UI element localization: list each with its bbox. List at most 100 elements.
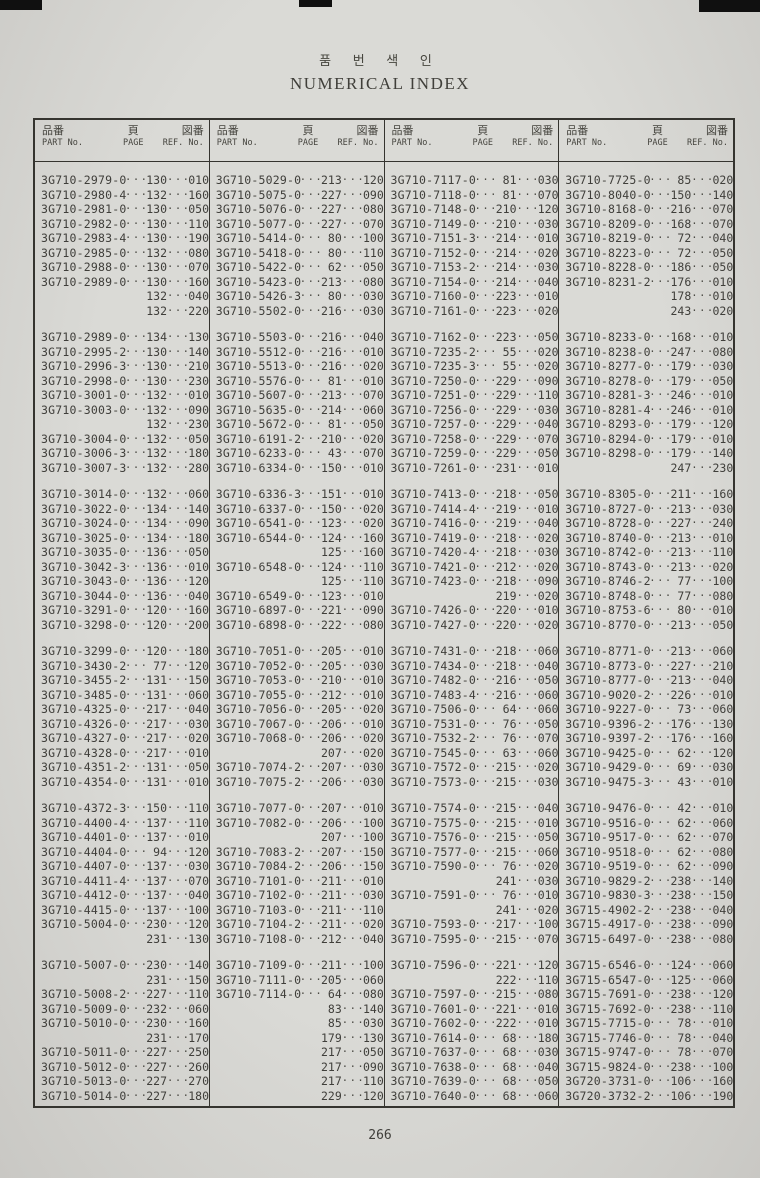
page-value: 212 xyxy=(320,687,342,702)
leader-dots: ··· xyxy=(167,203,191,215)
ref-value: 060 xyxy=(537,702,559,716)
leader-dots: ··· xyxy=(299,174,324,186)
part-number: 3G710-7637-0 xyxy=(390,1045,476,1059)
part-number xyxy=(391,589,475,604)
index-row: 3G710-3299-0 ··· 120 ··· 180 xyxy=(41,644,209,659)
leader-dots: ··· xyxy=(474,761,498,773)
page-value: 78 xyxy=(677,1045,692,1059)
ref-value: 140 xyxy=(712,446,734,460)
leader-dots: ··· xyxy=(299,517,324,529)
leader-dots: ··· xyxy=(516,403,540,416)
page-value: 205 xyxy=(320,644,342,658)
leader-dots: ··· xyxy=(516,674,540,686)
index-row: 3G710-8219-0 ··· 72 ··· 040 xyxy=(565,231,733,246)
page-value: 223 xyxy=(495,289,517,303)
part-number: 3G710-9227-0 xyxy=(565,702,651,716)
ref-value: 010 xyxy=(712,687,734,702)
leader-dots: ··· xyxy=(167,447,191,459)
ref-value: 030 xyxy=(362,289,384,303)
part-number: 3G710-2989-0 xyxy=(41,330,127,344)
part-number: 3G710-5029-0 xyxy=(215,173,302,187)
part-number xyxy=(216,746,300,761)
index-row: 3G710-6233-0 ··· 43 ··· 070 xyxy=(216,446,384,461)
ref-value: 160 xyxy=(188,274,209,289)
page-value: 211 xyxy=(320,958,342,972)
index-row: 3G710-7056-0 ··· 205 ··· 020 xyxy=(216,702,384,717)
index-row: 3G710-7118-0 ··· 81 ··· 070 xyxy=(391,188,559,203)
leader-dots: ··· xyxy=(474,461,498,474)
index-row: 3G710-8294-0 ··· 179 ··· 010 xyxy=(565,432,733,447)
part-number: 3G710-7235-2 xyxy=(390,344,476,359)
leader-dots: ··· xyxy=(341,203,366,215)
ref-value: 040 xyxy=(188,588,209,603)
leader-dots: ··· xyxy=(341,746,366,759)
page-value: 210 xyxy=(320,673,342,687)
page-value: 238 xyxy=(670,1001,692,1016)
ref-value: 170 xyxy=(188,1030,209,1045)
leader-dots xyxy=(475,589,492,604)
ref-value: 110 xyxy=(362,902,384,917)
index-row: 3G710-5014-0 ··· 227 ··· 180 xyxy=(41,1089,209,1104)
ref-value: 100 xyxy=(537,917,559,931)
index-row: 3G710-5010-0 ··· 230 ··· 160 xyxy=(41,1016,209,1031)
part-number: 3G710-5672-0 xyxy=(215,417,302,431)
index-row: 3G710-6548-0 ··· 124 ··· 110 xyxy=(216,560,384,575)
leader-dots: ··· xyxy=(341,959,366,971)
ref-value: 150 xyxy=(188,972,209,987)
ref-value: 070 xyxy=(188,873,209,888)
index-row: 3G710-9829-2 ··· 238 ··· 140 xyxy=(565,874,733,889)
page-value: 214 xyxy=(495,245,517,260)
page-value: 217 xyxy=(320,1059,342,1074)
page-value: 132 xyxy=(146,187,167,202)
leader-dots: ··· xyxy=(299,331,324,343)
index-row: 83 ··· 140 xyxy=(216,1002,384,1017)
index-row: 3G710-7640-0 ··· 68 ··· 060 xyxy=(391,1089,559,1104)
index-block: 3G710-4372-3 ··· 150 ··· 110 3G710-4400-4 ··· 1… xyxy=(41,801,209,946)
index-row: 3G710-7258-0 ··· 229 ··· 070 xyxy=(391,431,559,447)
ref-value: 050 xyxy=(712,260,734,274)
leader-dots: ··· xyxy=(167,331,191,343)
part-number: 3G710-7151-3 xyxy=(390,231,476,245)
page-value: 215 xyxy=(495,987,517,1001)
ref-value: 010 xyxy=(712,1016,734,1030)
index-row: 3G710-6544-0 ··· 124 ··· 160 xyxy=(216,531,384,546)
leader-dots: ··· xyxy=(341,447,366,459)
header-page-en: PAGE xyxy=(297,138,319,148)
leader-dots: ··· xyxy=(516,688,540,701)
leader-dots: ··· xyxy=(125,732,149,744)
page-value: 68 xyxy=(502,1045,517,1059)
page-value: 214 xyxy=(495,231,517,245)
leader-dots: ··· xyxy=(649,331,673,343)
ref-value: 080 xyxy=(362,617,384,632)
index-row: 3G710-7413-0 ··· 218 ··· 050 xyxy=(391,487,559,502)
ref-value: 160 xyxy=(188,603,209,617)
ref-value: 180 xyxy=(188,644,209,658)
leader-dots: ··· xyxy=(299,802,324,814)
part-number: 3G710-2980-4 xyxy=(41,187,127,202)
ref-value: 160 xyxy=(712,731,734,745)
leader-dots: ··· xyxy=(341,874,366,887)
page-value: 215 xyxy=(495,815,517,830)
index-row: 3G710-8727-0 ··· 213 ··· 030 xyxy=(565,502,733,517)
leader-dots: ··· xyxy=(691,1075,715,1087)
page-value: 132 xyxy=(146,289,167,303)
page-value: 132 xyxy=(146,417,167,431)
part-number: 3G710-3022-0 xyxy=(41,501,127,516)
part-number: 3G715-4917-0 xyxy=(565,917,651,931)
ref-value: 040 xyxy=(712,1030,734,1045)
page-value: 213 xyxy=(670,545,692,559)
page-value: 229 xyxy=(495,431,517,446)
leader-dots: ··· xyxy=(691,1089,715,1102)
index-row: 3G710-4325-0 ··· 217 ··· 040 xyxy=(41,702,209,717)
ref-value: 080 xyxy=(362,987,384,1001)
ref-value: 120 xyxy=(712,987,734,1001)
part-number: 3G710-2983-4 xyxy=(41,231,127,245)
part-number: 3G710-8277-0 xyxy=(565,359,651,373)
index-row: 3G710-8293-0 ··· 179 ··· 120 xyxy=(565,417,733,432)
part-number: 3G710-7152-0 xyxy=(390,245,476,260)
ref-value: 020 xyxy=(362,359,384,373)
index-row: 3G710-7574-0 ··· 215 ··· 040 xyxy=(391,801,559,816)
leader-dots: ··· xyxy=(167,959,191,971)
leader-dots: ··· xyxy=(125,374,149,387)
leader-dots: ··· xyxy=(167,889,191,901)
